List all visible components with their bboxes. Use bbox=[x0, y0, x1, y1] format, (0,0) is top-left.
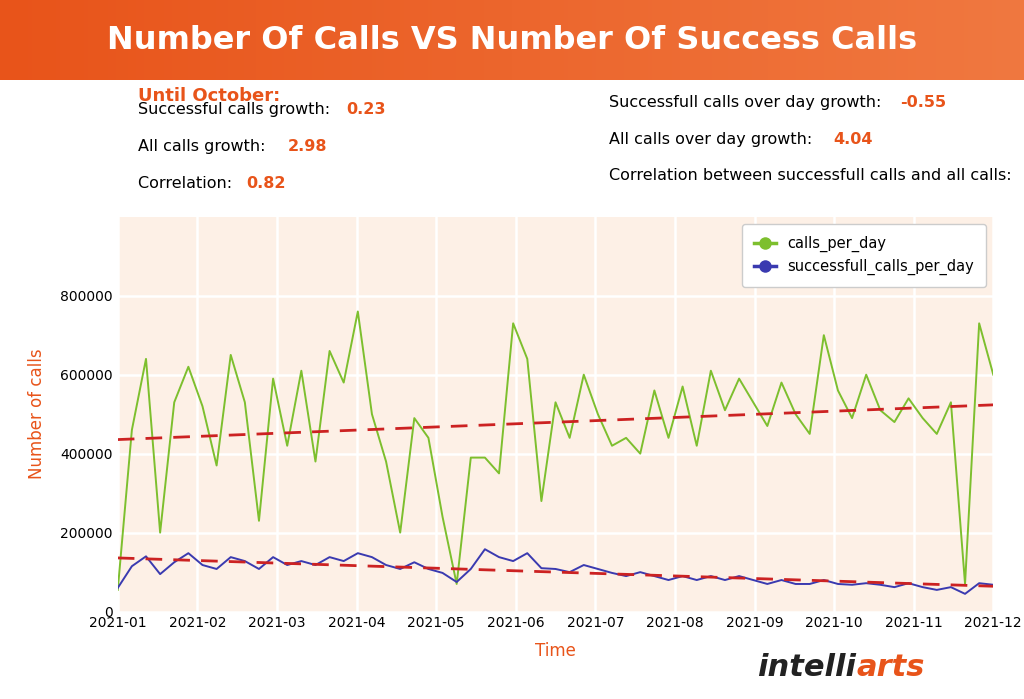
Text: Successfull calls over day growth:: Successfull calls over day growth: bbox=[609, 95, 887, 110]
Text: Successful calls growth:: Successful calls growth: bbox=[138, 102, 336, 117]
X-axis label: Time: Time bbox=[536, 642, 575, 660]
Text: Number Of Calls VS Number Of Success Calls: Number Of Calls VS Number Of Success Cal… bbox=[106, 24, 918, 56]
Text: Correlation between successfull calls and all calls:: Correlation between successfull calls an… bbox=[609, 168, 1017, 183]
Text: All calls over day growth:: All calls over day growth: bbox=[609, 131, 817, 147]
Text: Correlation:: Correlation: bbox=[138, 175, 238, 191]
Text: arts: arts bbox=[856, 653, 925, 682]
Text: intelli: intelli bbox=[757, 653, 856, 682]
Text: 0.82: 0.82 bbox=[246, 175, 286, 191]
Text: -0.55: -0.55 bbox=[900, 95, 946, 110]
Legend: calls_per_day, successfull_calls_per_day: calls_per_day, successfull_calls_per_day bbox=[742, 224, 986, 287]
Y-axis label: Number of calls: Number of calls bbox=[29, 349, 46, 480]
Text: 0.23: 0.23 bbox=[346, 102, 385, 117]
Text: 4.04: 4.04 bbox=[834, 131, 873, 147]
Text: 2.98: 2.98 bbox=[288, 139, 328, 154]
Text: Until October:: Until October: bbox=[138, 87, 281, 105]
Text: All calls growth:: All calls growth: bbox=[138, 139, 271, 154]
